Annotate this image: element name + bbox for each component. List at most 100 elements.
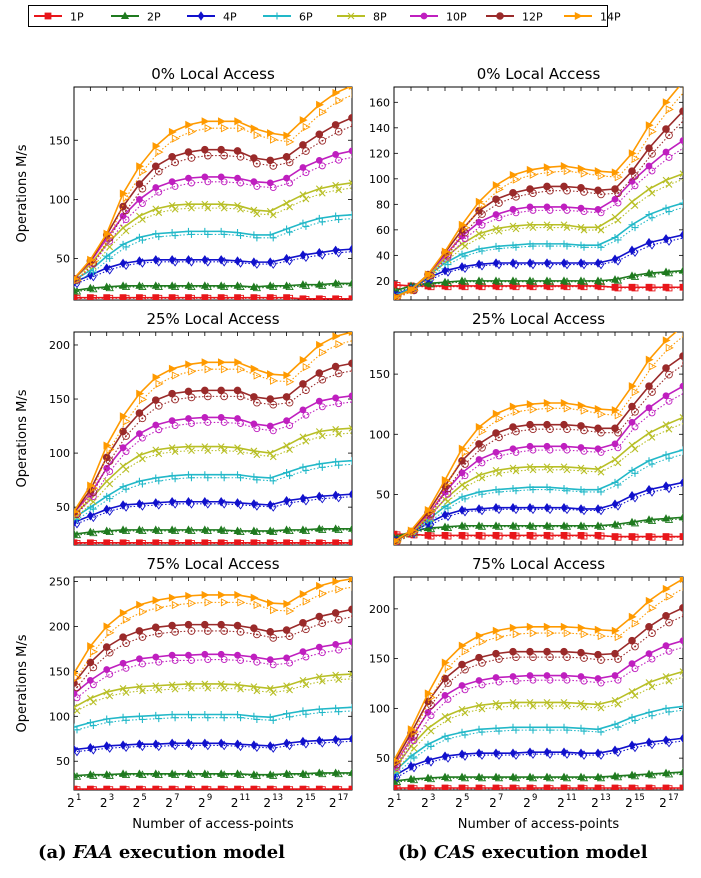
x-tick-exponent: 9: [532, 793, 537, 803]
series-10p-dotted-point: [106, 670, 114, 678]
series-14p-dotted-point: [682, 87, 683, 94]
x-tick-exponent: 3: [430, 793, 435, 803]
series-8p-dotted-point: [122, 466, 130, 473]
series-14p-point: [662, 98, 671, 107]
series-1p-dotted-point: [512, 532, 520, 540]
series-2p-dotted-point: [220, 282, 229, 290]
series-4p-dotted-point: [614, 501, 622, 511]
series-10p-point: [299, 164, 307, 171]
series-1p-dotted-point: [286, 786, 294, 790]
series-10p-dotted-point: [648, 655, 656, 663]
series-14p-point: [217, 358, 226, 367]
series-10p-point: [662, 392, 670, 400]
series-12p-dotted-point-dot: [305, 628, 307, 631]
series-1p-dotted-point: [74, 540, 81, 545]
series-8p-dotted-point: [512, 702, 520, 710]
series-14p-dotted-point: [74, 509, 82, 518]
series-4p-point: [234, 256, 241, 266]
series-2p-dotted-point: [350, 530, 352, 533]
series-14p-dotted-point: [394, 757, 402, 766]
series-8p-dotted-point: [237, 685, 244, 693]
series-12p-point: [119, 633, 127, 642]
y-tick-label: 100: [369, 428, 390, 441]
series-6p-dotted-point: [461, 252, 469, 260]
series-4p-dotted-point: [74, 518, 81, 529]
series-12p-point: [315, 130, 324, 139]
legend: 1P 2P 4P 6P 8P 10P 12P 14P: [28, 5, 621, 27]
series-12p-dotted-point-dot: [481, 213, 483, 215]
legend-entry-2p: 2P: [111, 11, 161, 24]
series-2p-line: [74, 527, 352, 535]
series-6p-point: [645, 457, 653, 465]
series-12p-dotted-point-dot: [464, 231, 466, 234]
series-14p-dotted-point: [563, 404, 572, 413]
series-group: [74, 87, 352, 300]
series-6p-dotted-point: [665, 208, 673, 216]
series-4p-point: [679, 733, 683, 743]
series-12p-dotted-point-dot: [76, 686, 78, 689]
series-4p-point: [152, 255, 160, 265]
x-tick-base: 2: [421, 796, 429, 810]
series-2p-dotted-point: [74, 286, 82, 295]
series-12p-dotted-point: [351, 367, 352, 373]
series-6p-dotted-point: [563, 242, 571, 250]
series-8p-dotted-point: [335, 186, 343, 194]
series-6p-point: [662, 204, 670, 212]
series-14p-point: [458, 641, 467, 650]
series-6p-dotted-point: [529, 726, 537, 734]
series-10p-dotted-point: [529, 446, 537, 454]
series-2p-dotted-point: [460, 773, 470, 782]
series-14p-point: [119, 608, 128, 618]
series-14p-dotted-point: [106, 445, 115, 454]
series-10p-point: [679, 137, 683, 144]
series-8p-dotted-point: [155, 686, 163, 694]
series-14p-point: [492, 626, 501, 635]
series-6p-point: [662, 704, 670, 712]
series-2p-dotted-point: [579, 773, 589, 782]
caption-cas: (b) CAS execution model: [398, 842, 648, 863]
series-4p-dotted-point: [220, 499, 228, 509]
series-8p-dotted-point: [318, 432, 326, 440]
series-8p-dotted-point: [269, 453, 277, 461]
series-12p-dotted-point-dot: [617, 192, 619, 195]
series-6p-dotted-point: [302, 466, 310, 474]
series-1p-dotted-point: [351, 786, 352, 790]
series-4p-dotted-point: [665, 483, 673, 494]
series-4p-point: [136, 499, 143, 509]
series-2p-dotted-point: [681, 519, 683, 522]
series-6p-dotted-point: [631, 469, 639, 477]
series-4p-point: [475, 259, 483, 269]
series-4p-dotted-point: [495, 259, 503, 270]
series-10p-point: [645, 162, 653, 170]
series-4p-dotted-point: [155, 500, 163, 510]
series-12p-point: [331, 121, 340, 129]
series-8p-point: [250, 683, 258, 691]
series-14p-dotted-point: [427, 271, 436, 280]
series-6p-dotted-point: [302, 222, 310, 230]
series-10p-dotted-point: [351, 155, 352, 159]
series-4p-dotted-point: [614, 256, 622, 266]
series-2p: [74, 279, 352, 295]
series-10p-line: [74, 640, 352, 695]
series-14p-point: [680, 323, 687, 330]
series-10p-point: [332, 394, 340, 402]
x-tick-base: 2: [133, 796, 141, 810]
x-tick-exponent: 17: [338, 793, 349, 803]
series-10p-dotted-point: [563, 446, 571, 454]
legend-label: 12P: [522, 11, 543, 24]
y-tick-label: 50: [56, 253, 70, 266]
series-8p-dotted-point: [204, 447, 212, 455]
series-8p-point: [628, 441, 636, 449]
x-tick-base: 2: [296, 796, 304, 810]
series-12p-dotted-point: [614, 428, 622, 437]
y-tick-label: 50: [376, 488, 390, 501]
series-10p-dotted-point: [580, 447, 588, 455]
series-6p-point: [679, 702, 683, 710]
panel-title: 75% Local Access: [472, 555, 605, 573]
series-14p-dotted-point: [237, 124, 246, 133]
series-14p-dotted-point: [253, 371, 262, 380]
series-12p-dotted-point: [546, 186, 554, 195]
series-4p-point: [299, 493, 307, 504]
series-10p-dotted-point: [220, 178, 228, 186]
